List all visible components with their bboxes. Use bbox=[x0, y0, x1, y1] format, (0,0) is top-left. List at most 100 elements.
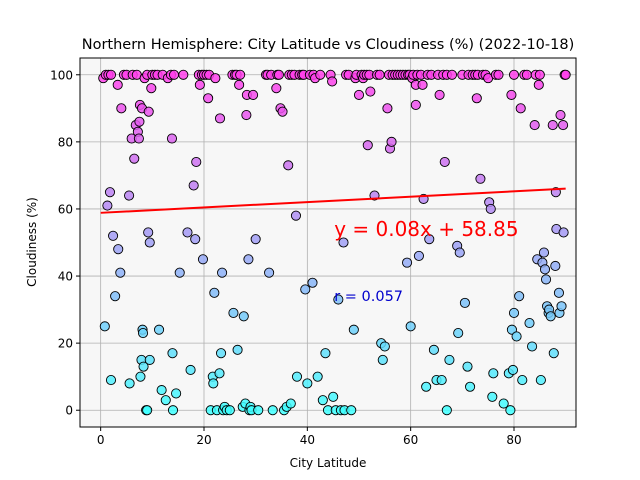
data-point bbox=[424, 234, 435, 245]
data-point bbox=[498, 398, 509, 409]
data-point bbox=[333, 294, 344, 305]
data-point bbox=[241, 109, 252, 121]
data-point bbox=[417, 79, 428, 90]
data-point bbox=[465, 381, 476, 392]
data-point bbox=[264, 267, 275, 278]
x-axis-label: City Latitude bbox=[290, 456, 367, 470]
data-point bbox=[535, 374, 546, 386]
data-point bbox=[174, 267, 185, 278]
data-point bbox=[462, 361, 473, 372]
x-tick-label: 0 bbox=[97, 433, 105, 447]
x-tick-label: 20 bbox=[196, 433, 211, 447]
data-point bbox=[508, 69, 520, 80]
data-point bbox=[105, 69, 117, 80]
data-point bbox=[517, 374, 528, 386]
data-point bbox=[224, 405, 235, 416]
data-point bbox=[135, 371, 146, 382]
data-point bbox=[508, 307, 520, 319]
data-point bbox=[134, 116, 145, 127]
data-point bbox=[312, 371, 323, 382]
data-point bbox=[511, 331, 522, 342]
data-point bbox=[488, 368, 499, 379]
data-point bbox=[539, 264, 551, 275]
data-point bbox=[300, 284, 311, 295]
data-point bbox=[146, 83, 157, 94]
data-point bbox=[514, 291, 525, 302]
data-point bbox=[365, 86, 376, 97]
data-point bbox=[113, 244, 124, 255]
data-point bbox=[506, 89, 517, 100]
data-point bbox=[108, 230, 119, 241]
data-point bbox=[191, 156, 202, 168]
data-point bbox=[439, 156, 450, 168]
data-point bbox=[444, 354, 455, 365]
data-point bbox=[160, 395, 171, 406]
data-point bbox=[533, 79, 544, 90]
data-point bbox=[434, 89, 445, 100]
data-point bbox=[421, 381, 432, 392]
data-point bbox=[515, 103, 526, 114]
data-point bbox=[307, 277, 318, 288]
data-point bbox=[401, 257, 413, 268]
data-point bbox=[190, 234, 201, 245]
data-point bbox=[248, 89, 259, 100]
data-point bbox=[133, 133, 144, 144]
data-point bbox=[558, 227, 569, 238]
data-point bbox=[410, 99, 421, 111]
data-point bbox=[209, 287, 220, 298]
y-tick-label: 40 bbox=[58, 270, 73, 284]
data-point bbox=[534, 69, 545, 80]
data-point bbox=[493, 69, 504, 80]
data-point bbox=[459, 297, 470, 308]
data-point bbox=[115, 267, 126, 278]
data-point bbox=[153, 324, 165, 335]
data-point bbox=[362, 140, 373, 151]
data-point bbox=[547, 120, 558, 131]
data-point bbox=[194, 79, 205, 90]
data-point bbox=[271, 83, 282, 94]
data-point bbox=[138, 361, 149, 372]
data-point bbox=[188, 180, 199, 191]
data-point bbox=[144, 237, 155, 248]
data-point bbox=[166, 133, 178, 144]
data-point bbox=[253, 405, 264, 416]
data-point bbox=[558, 120, 569, 131]
data-point bbox=[436, 374, 447, 386]
y-tick-label: 80 bbox=[58, 135, 73, 149]
data-point bbox=[234, 79, 245, 90]
data-point bbox=[104, 187, 116, 198]
data-point bbox=[156, 385, 167, 396]
r-value-annotation: r = 0.057 bbox=[334, 289, 403, 305]
y-tick-label: 20 bbox=[58, 337, 73, 351]
data-point bbox=[560, 69, 571, 80]
data-point bbox=[243, 254, 254, 265]
data-point bbox=[471, 93, 482, 104]
data-point bbox=[505, 405, 516, 416]
data-point bbox=[485, 203, 496, 214]
data-point bbox=[327, 76, 338, 87]
data-point bbox=[377, 354, 388, 365]
plot-frame bbox=[79, 57, 577, 428]
x-tick-label: 80 bbox=[506, 433, 521, 447]
data-point bbox=[129, 153, 140, 164]
data-point bbox=[374, 69, 385, 80]
data-point bbox=[538, 247, 550, 258]
data-point bbox=[556, 301, 567, 312]
data-point bbox=[290, 210, 302, 221]
data-point bbox=[548, 348, 559, 359]
data-point bbox=[168, 69, 180, 80]
data-point bbox=[137, 328, 149, 339]
data-point bbox=[143, 227, 154, 238]
data-point bbox=[446, 69, 458, 80]
data-point bbox=[124, 190, 135, 201]
x-tick-label: 40 bbox=[300, 433, 315, 447]
data-point bbox=[527, 341, 538, 352]
data-point bbox=[453, 328, 464, 339]
regression-equation: y = 0.08x + 58.85 bbox=[334, 217, 518, 241]
data-point bbox=[203, 93, 214, 104]
data-point bbox=[302, 378, 313, 389]
data-point bbox=[382, 103, 393, 114]
data-point bbox=[210, 73, 221, 84]
data-point bbox=[555, 109, 566, 121]
